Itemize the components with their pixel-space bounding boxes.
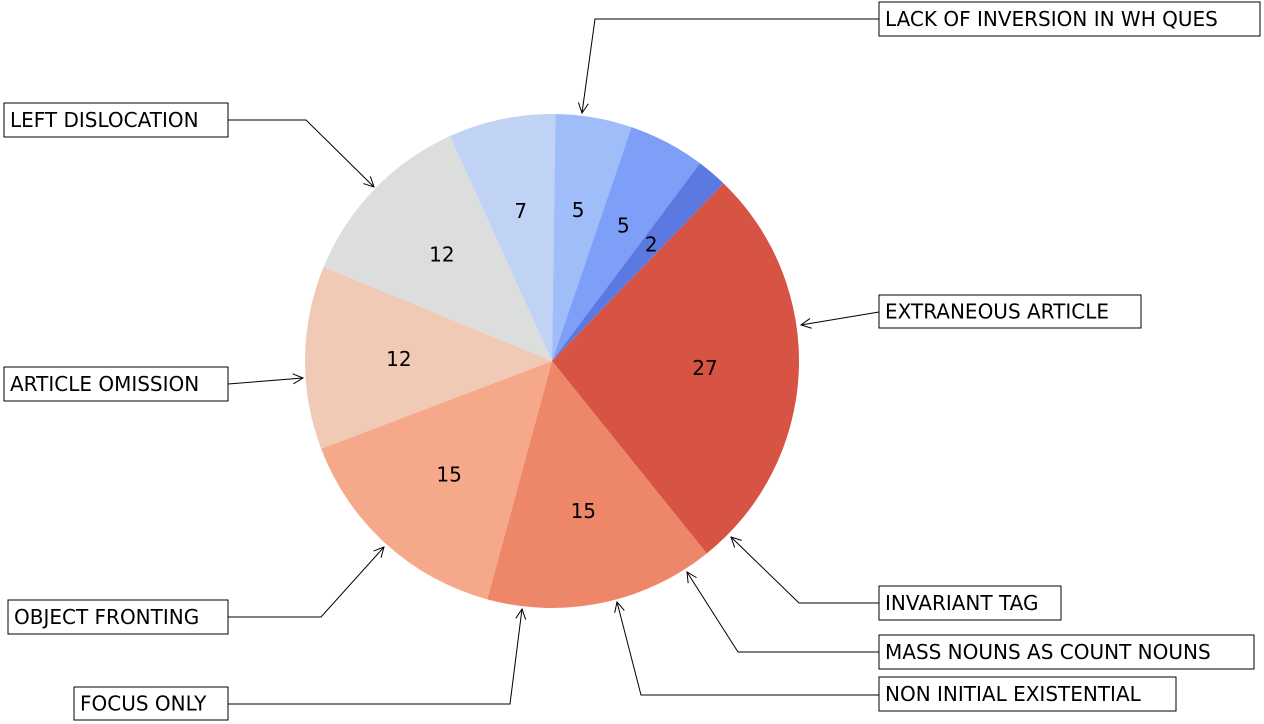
- pie-slices: [305, 113, 800, 609]
- slice-category-label: LEFT DISLOCATION: [10, 108, 199, 132]
- slice-category-label: OBJECT FRONTING: [14, 605, 199, 629]
- slice-value-label: 27: [692, 356, 717, 380]
- slice-category-label: LACK OF INVERSION IN WH QUES: [885, 7, 1218, 31]
- slice-annotation: ARTICLE OMISSION: [3, 366, 303, 402]
- slice-value-label: 5: [617, 214, 630, 238]
- slice-category-label: NON INITIAL EXISTENTIAL: [885, 682, 1142, 706]
- pie-slice: [552, 163, 724, 361]
- annotation-box: [878, 1, 1261, 37]
- slice-value-label: 2: [645, 232, 658, 256]
- slice-category-label: INVARIANT TAG: [885, 591, 1038, 615]
- pie-slice: [323, 136, 552, 361]
- pie-slice: [552, 127, 700, 362]
- pie-slice: [552, 183, 800, 554]
- slice-annotation: INVARIANT TAG: [731, 537, 1062, 621]
- slice-annotations: EXTRANEOUS ARTICLE LACK OF INVERSION IN W…: [3, 1, 1261, 721]
- annotation-box: [73, 686, 229, 721]
- slice-value-label: 15: [436, 462, 461, 486]
- slice-annotation: LEFT DISLOCATION: [3, 102, 374, 187]
- slice-annotation: FOCUS ONLY: [73, 609, 522, 721]
- slice-annotation: LACK OF INVERSION IN WH QUES: [582, 1, 1261, 113]
- slice-category-label: MASS NOUNS AS COUNT NOUNS: [885, 640, 1211, 664]
- annotation-arrow: [228, 547, 384, 618]
- pie-slice: [321, 361, 552, 600]
- slice-annotation: OBJECT FRONTING: [7, 547, 384, 635]
- annotation-box: [3, 102, 229, 138]
- annotation-arrow: [582, 18, 879, 113]
- slice-category-label: FOCUS ONLY: [80, 692, 207, 716]
- slice-value-label: 5: [572, 198, 585, 222]
- annotation-arrow: [801, 311, 880, 325]
- slice-annotation: EXTRANEOUS ARTICLE: [801, 294, 1142, 329]
- annotation-box: [3, 366, 229, 402]
- annotation-box: [878, 676, 1177, 712]
- slice-annotation: NON INITIAL EXISTENTIAL: [617, 602, 1177, 712]
- annotation-arrow: [687, 572, 879, 653]
- slice-value-label: 7: [514, 199, 527, 223]
- annotation-box: [878, 634, 1255, 670]
- annotation-arrow: [228, 119, 374, 187]
- slice-value-label: 12: [386, 347, 411, 371]
- annotation-arrow: [731, 537, 879, 604]
- slice-annotation: MASS NOUNS AS COUNT NOUNS: [687, 572, 1255, 670]
- slice-value-label: 12: [429, 243, 454, 267]
- annotation-box: [878, 294, 1142, 329]
- slice-value-label: 15: [571, 499, 596, 523]
- pie-slice: [449, 113, 556, 362]
- annotation-arrow: [228, 609, 522, 705]
- pie-slice: [305, 266, 552, 449]
- pie-slice: [487, 361, 707, 609]
- slice-category-label: EXTRANEOUS ARTICLE: [885, 300, 1109, 324]
- annotation-box: [7, 599, 229, 635]
- pie-slice: [552, 114, 632, 362]
- annotation-arrow: [617, 602, 879, 696]
- annotation-box: [878, 585, 1062, 621]
- annotation-arrow: [227, 378, 303, 385]
- slice-category-label: ARTICLE OMISSION: [10, 372, 199, 396]
